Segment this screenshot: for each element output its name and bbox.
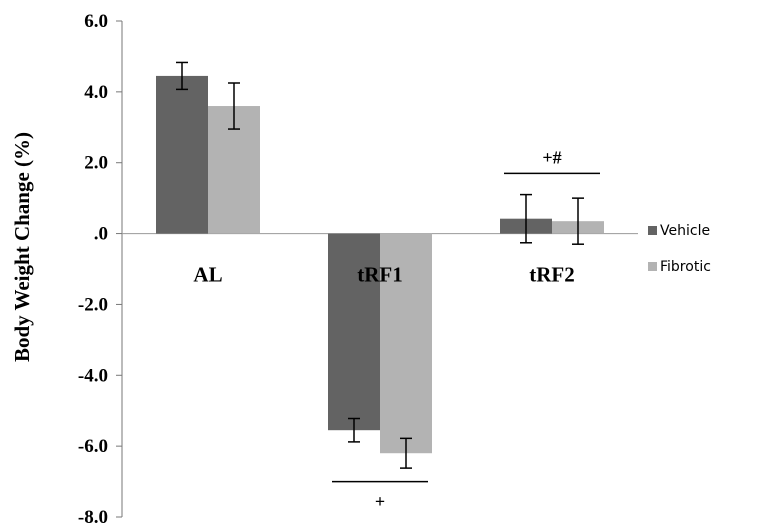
legend-swatch bbox=[648, 262, 657, 271]
y-tick-label: -8.0 bbox=[78, 507, 108, 528]
y-axis-title: Body Weight Change (%) bbox=[10, 132, 34, 362]
category-label: tRF2 bbox=[529, 263, 575, 287]
category-label: AL bbox=[193, 263, 222, 287]
bar-marks bbox=[156, 75, 604, 454]
significance-annotations: + +# bbox=[332, 147, 600, 512]
category-labels: AL tRF1 tRF2 bbox=[193, 263, 574, 287]
y-tick-label: 2.0 bbox=[84, 153, 108, 174]
legend-label: Vehicle bbox=[660, 223, 710, 239]
legend-swatch bbox=[648, 226, 657, 235]
y-tick-label: .0 bbox=[94, 224, 108, 245]
y-tick-label: -6.0 bbox=[78, 436, 108, 457]
error-bars bbox=[176, 61, 584, 469]
significance-marker: +# bbox=[542, 147, 561, 167]
y-tick-label: -2.0 bbox=[78, 294, 108, 315]
significance-marker: + bbox=[375, 492, 385, 512]
bar-vehicle-al bbox=[156, 75, 208, 234]
bar-fibrotic-trf1 bbox=[380, 233, 432, 454]
category-label: tRF1 bbox=[357, 263, 403, 287]
legend: Vehicle Fibrotic bbox=[648, 223, 711, 275]
y-tick-label: 6.0 bbox=[84, 11, 108, 32]
y-tick-label: 4.0 bbox=[84, 82, 108, 103]
legend-label: Fibrotic bbox=[660, 259, 711, 275]
bar-vehicle-trf1 bbox=[328, 233, 380, 431]
y-tick-labels: 6.0 4.0 2.0 .0 -2.0 -4.0 -6.0 -8.0 bbox=[78, 11, 122, 528]
y-tick-label: -4.0 bbox=[78, 365, 108, 386]
